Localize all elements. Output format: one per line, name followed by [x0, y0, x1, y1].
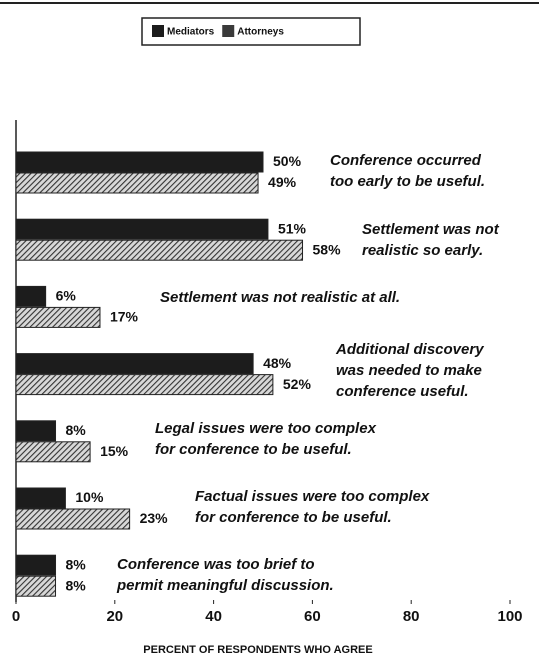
bar: [15, 151, 264, 173]
category-label: Additional discovery: [335, 341, 484, 358]
category-label: realistic so early.: [362, 242, 483, 259]
bar: [15, 575, 57, 597]
category-label: was needed to make: [336, 362, 482, 379]
legend-label: Mediators: [167, 27, 215, 38]
value-label: 52%: [283, 376, 312, 392]
value-label: 10%: [75, 489, 104, 505]
category-label: Conference occurred: [330, 152, 482, 169]
bar: [15, 420, 57, 442]
category-label: permit meaningful discussion.: [116, 577, 334, 594]
bar: [15, 353, 254, 375]
value-label: 58%: [313, 241, 342, 257]
bar: [15, 374, 274, 396]
value-label: 48%: [263, 355, 292, 371]
value-label: 50%: [273, 153, 302, 169]
legend-box: [141, 17, 361, 46]
legend-swatch: [152, 25, 164, 37]
category-label: for conference to be useful.: [155, 441, 352, 458]
x-axis-title: PERCENT OF RESPONDENTS WHO AGREE: [143, 644, 372, 656]
x-tick-label: 20: [106, 608, 123, 625]
value-label: 6%: [56, 288, 77, 304]
x-tick-label: 80: [403, 608, 420, 625]
value-label: 49%: [268, 174, 297, 190]
bar: [15, 487, 66, 509]
category-label: Settlement was not realistic at all.: [160, 289, 400, 306]
bar: [15, 441, 91, 463]
bar: [15, 306, 101, 328]
bar: [15, 172, 259, 194]
x-tick-label: 40: [205, 608, 222, 625]
value-label: 17%: [110, 309, 139, 325]
category-label: Conference was too brief to: [117, 556, 315, 573]
bar: [15, 285, 47, 307]
legend-swatch: [222, 25, 235, 37]
bar: [15, 508, 131, 530]
bar: [15, 218, 269, 240]
value-label: 8%: [66, 556, 87, 572]
category-label: Factual issues were too complex: [195, 488, 430, 505]
value-label: 8%: [66, 422, 87, 438]
category-label: for conference to be useful.: [195, 509, 392, 526]
x-tick-label: 100: [497, 608, 522, 625]
bar: [15, 239, 304, 261]
category-label: conference useful.: [336, 383, 469, 400]
category-label: Settlement was not: [362, 221, 500, 238]
value-label: 51%: [278, 220, 307, 236]
x-tick-label: 60: [304, 608, 321, 625]
x-tick-label: 0: [12, 608, 20, 625]
legend-label: Attorneys: [237, 27, 284, 38]
category-label: Legal issues were too complex: [155, 420, 377, 437]
bar: [15, 554, 57, 576]
value-label: 23%: [140, 510, 169, 526]
value-label: 15%: [100, 443, 129, 459]
value-label: 8%: [66, 577, 87, 593]
category-label: too early to be useful.: [330, 173, 485, 190]
